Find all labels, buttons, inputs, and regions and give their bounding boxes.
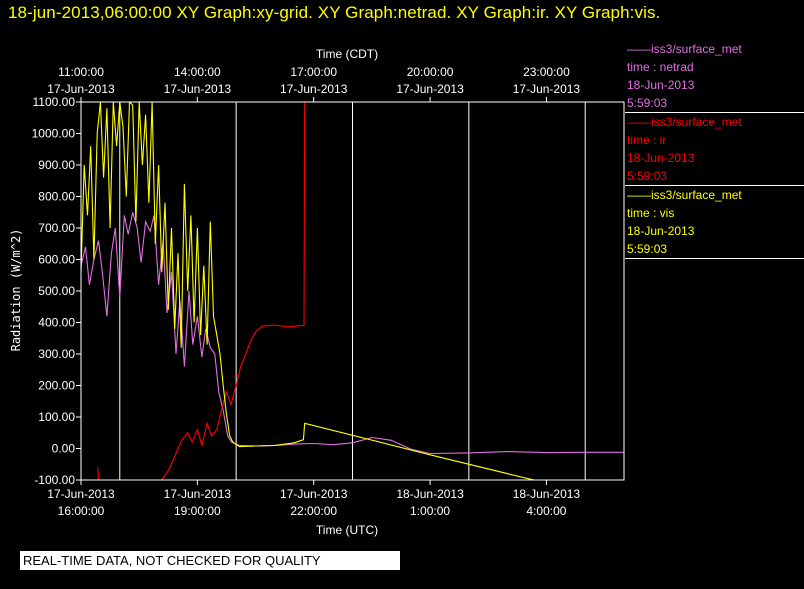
legend-line: 18-Jun-2013 [627, 78, 695, 92]
x-top-tick-date: 17-Jun-2013 [396, 82, 464, 96]
x-bottom-tick-time: 19:00:00 [174, 504, 221, 518]
x-bottom-tick-date: 17-Jun-2013 [47, 487, 115, 501]
x-top-tick-date: 17-Jun-2013 [280, 82, 348, 96]
x-bottom-tick-date: 17-Jun-2013 [164, 487, 232, 501]
legend-line: time : vis [627, 206, 675, 220]
y-tick-label: 800.00 [38, 190, 75, 204]
y-tick-label: 900.00 [38, 158, 75, 172]
y-tick-label: 400.00 [38, 316, 75, 330]
y-tick-label: 1100.00 [33, 95, 76, 109]
legend-line: 18-Jun-2013 [627, 151, 695, 165]
legend-line: ——iss3/surface_met [627, 115, 742, 129]
series-netrad-line [81, 212, 624, 455]
series-lines [81, 102, 624, 480]
x-bottom-tick-date: 17-Jun-2013 [280, 487, 348, 501]
x-top-tick-date: 17-Jun-2013 [47, 82, 115, 96]
legend-line: 18-Jun-2013 [627, 224, 695, 238]
legend-line: 5:59:03 [627, 96, 668, 110]
x-bottom-tick-time: 4:00:00 [526, 504, 566, 518]
legend-line: time : ir [627, 133, 667, 147]
legend-separator [625, 258, 804, 259]
x-bottom-tick-time: 1:00:00 [410, 504, 450, 518]
y-tick-label: 100.00 [38, 410, 75, 424]
x-axis-top-label: Time (CDT) [316, 47, 378, 61]
x-top-tick-time: 11:00:00 [58, 65, 104, 79]
x-bottom-tick-date: 18-Jun-2013 [513, 487, 581, 501]
y-tick-label: 600.00 [38, 253, 75, 267]
x-bottom-tick-time: 16:00:00 [58, 504, 105, 518]
grid-lines [119, 102, 586, 480]
y-tick-label: 700.00 [38, 221, 75, 235]
x-axis-bottom-label: Time (UTC) [316, 523, 378, 537]
legend: ——iss3/surface_met time : netrad 18-Jun-20… [625, 40, 804, 259]
legend-line: 5:59:03 [627, 242, 668, 256]
legend-separator [625, 185, 804, 186]
legend-line: ——iss3/surface_met [627, 188, 742, 202]
y-tick-label: 200.00 [38, 379, 75, 393]
axes: -100.00 0.00 100.00 200.00 300.00 400.00 500.0… [32, 65, 581, 518]
legend-line: time : netrad [627, 60, 694, 74]
graph-header: 18-jun-2013,06:00:00 XY Graph:xy-grid. X… [8, 3, 661, 22]
series-ir-line [97, 102, 306, 480]
x-top-tick-date: 17-Jun-2013 [513, 82, 581, 96]
y-tick-label: 0.00 [52, 442, 76, 456]
y-tick-label: 500.00 [38, 284, 75, 298]
series-vis-line [81, 102, 536, 480]
quality-banner: REAL-TIME DATA, NOT CHECKED FOR QUALITY [20, 551, 400, 570]
y-tick-label: -100.00 [34, 473, 75, 487]
x-bottom-tick-date: 18-Jun-2013 [396, 487, 464, 501]
x-top-tick-time: 17:00:00 [290, 65, 337, 79]
y-tick-label: 1000.00 [32, 127, 76, 141]
x-top-tick-date: 17-Jun-2013 [164, 82, 232, 96]
legend-separator [625, 112, 804, 113]
x-top-tick-time: 20:00:00 [407, 65, 454, 79]
x-top-tick-time: 14:00:00 [174, 65, 221, 79]
y-axis-label: Radiation (W/m^2) [9, 229, 23, 352]
x-top-tick-time: 23:00:00 [523, 65, 570, 79]
legend-line: 5:59:03 [627, 169, 668, 183]
x-bottom-tick-time: 22:00:00 [290, 504, 337, 518]
legend-line: ——iss3/surface_met [627, 42, 742, 56]
y-tick-label: 300.00 [38, 347, 75, 361]
